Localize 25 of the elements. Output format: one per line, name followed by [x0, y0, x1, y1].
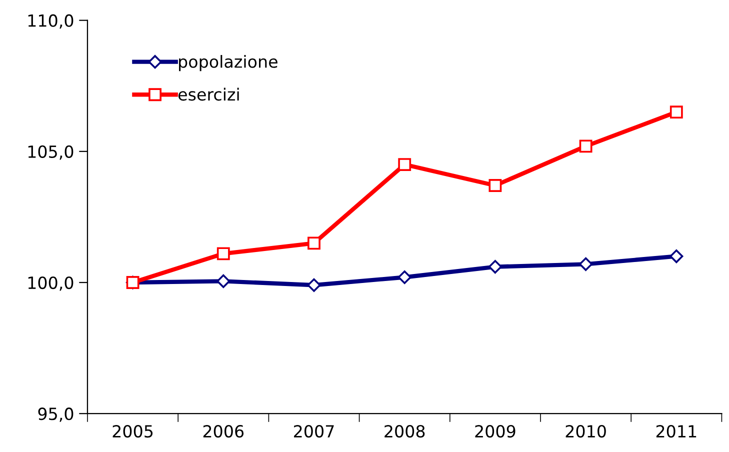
point [398, 270, 412, 284]
x-tick-label: 2009 [475, 424, 516, 438]
x-tick-label: 2005 [112, 424, 153, 438]
legend-label: esercizi [178, 88, 239, 101]
point [216, 247, 230, 260]
point [488, 260, 502, 274]
point [579, 140, 592, 153]
point [216, 274, 230, 288]
x-tick-label: 2006 [203, 424, 244, 438]
point [488, 179, 502, 192]
point [670, 106, 683, 119]
y-tick-label: 100,0 [28, 276, 74, 291]
y-tick-label: 110,0 [28, 14, 74, 29]
point [398, 158, 412, 171]
point [307, 278, 321, 292]
x-tick-label: 2011 [656, 424, 696, 438]
x-tick-label: 2010 [566, 424, 606, 438]
point [579, 257, 593, 271]
point [670, 249, 684, 264]
x-tick-label: 2008 [384, 424, 425, 438]
legend-label: popolazione [179, 55, 278, 72]
y-tick-label: 105,0 [28, 145, 74, 160]
x-tick-label: 2007 [294, 424, 334, 438]
y-tick-label: 95,0 [38, 408, 74, 422]
point [308, 236, 320, 250]
